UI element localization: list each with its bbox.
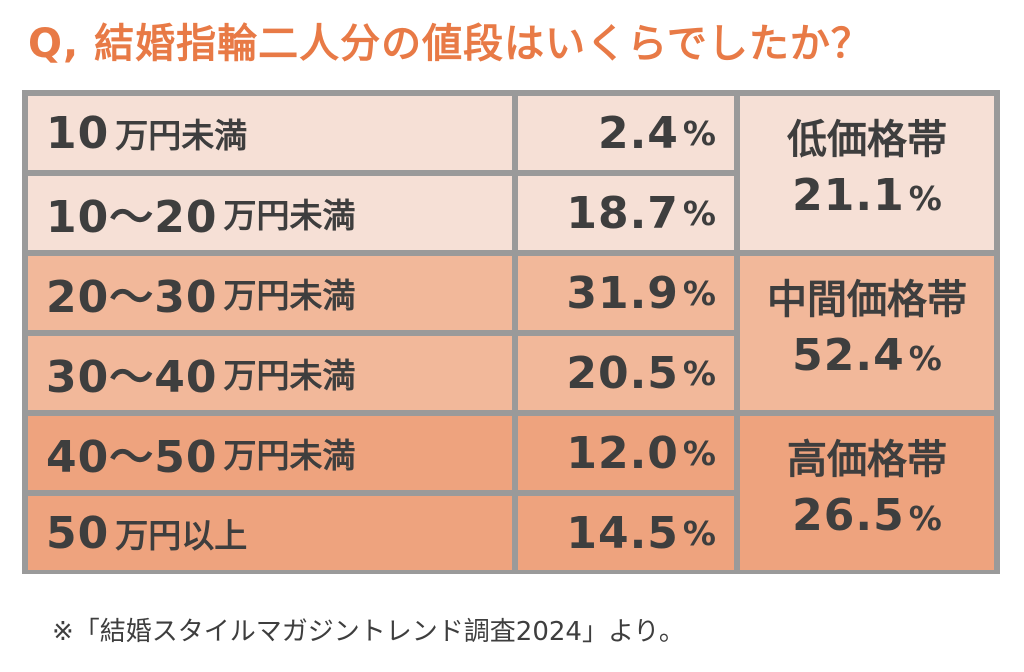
table-row-value: 12.0% — [518, 416, 734, 490]
percent-sign: % — [908, 498, 942, 538]
price-unit: 万円未満 — [223, 436, 356, 475]
price-band-total: 26.5% — [792, 487, 942, 554]
price-range: 10 — [46, 107, 110, 159]
percent-sign: % — [682, 513, 716, 553]
table-row-value: 2.4% — [518, 96, 734, 170]
price-range: 50 — [46, 507, 110, 559]
percent-value: 20.5 — [566, 347, 679, 399]
table-row-value: 14.5% — [518, 496, 734, 570]
table-row-label: 40～50 万円未満 — [28, 416, 512, 490]
price-unit: 万円未満 — [223, 356, 356, 395]
source-footnote: ※「結婚スタイルマガジントレンド調査2024」より。 — [52, 617, 685, 647]
price-unit: 万円未満 — [223, 276, 356, 315]
percent-sign: % — [682, 433, 716, 473]
table-row-value: 20.5% — [518, 336, 734, 410]
table-row-value: 31.9% — [518, 256, 734, 330]
table-row-label: 30～40 万円未満 — [28, 336, 512, 410]
percent-sign: % — [908, 338, 942, 378]
price-band-total: 52.4% — [792, 327, 942, 394]
price-band-percent: 52.4 — [792, 329, 905, 381]
price-range: 20～30 — [46, 272, 218, 323]
price-band-name: 低価格帯 — [787, 116, 947, 163]
percent-sign: % — [682, 353, 716, 393]
price-unit: 万円未満 — [223, 196, 356, 235]
price-range: 40～50 — [46, 432, 218, 483]
table-row-label: 50 万円以上 — [28, 496, 512, 570]
table-row-label: 10～20 万円未満 — [28, 176, 512, 250]
price-table: 10 万円未満 2.4% 10～20 万円未満 18.7% 20～30 万円未満 31.9% 30… — [22, 90, 1000, 574]
price-band-name: 中間価格帯 — [767, 276, 967, 323]
price-range: 30～40 — [46, 352, 218, 403]
table-row-label: 10 万円未満 — [28, 96, 512, 170]
price-band-group: 低価格帯 21.1% — [740, 96, 994, 250]
percent-sign: % — [682, 273, 716, 313]
percent-value: 31.9 — [566, 267, 679, 319]
price-range: 10～20 — [46, 192, 218, 243]
percent-value: 14.5 — [566, 507, 679, 559]
price-band-percent: 21.1 — [792, 169, 905, 221]
percent-value: 18.7 — [566, 187, 679, 239]
price-band-group: 中間価格帯 52.4% — [740, 256, 994, 410]
price-band-percent: 26.5 — [792, 489, 905, 541]
price-band-group: 高価格帯 26.5% — [740, 416, 994, 570]
price-band-total: 21.1% — [792, 167, 942, 234]
percent-sign: % — [682, 113, 716, 153]
table-row-value: 18.7% — [518, 176, 734, 250]
percent-value: 12.0 — [566, 427, 679, 479]
price-unit: 万円以上 — [115, 516, 248, 555]
percent-sign: % — [908, 178, 942, 218]
table-row-label: 20～30 万円未満 — [28, 256, 512, 330]
percent-sign: % — [682, 193, 716, 233]
chart-title: Q, 結婚指輪二人分の値段はいくらでしたか？ — [28, 21, 872, 67]
percent-value: 2.4 — [597, 107, 679, 159]
price-band-name: 高価格帯 — [787, 436, 947, 483]
price-unit: 万円未満 — [115, 116, 248, 155]
